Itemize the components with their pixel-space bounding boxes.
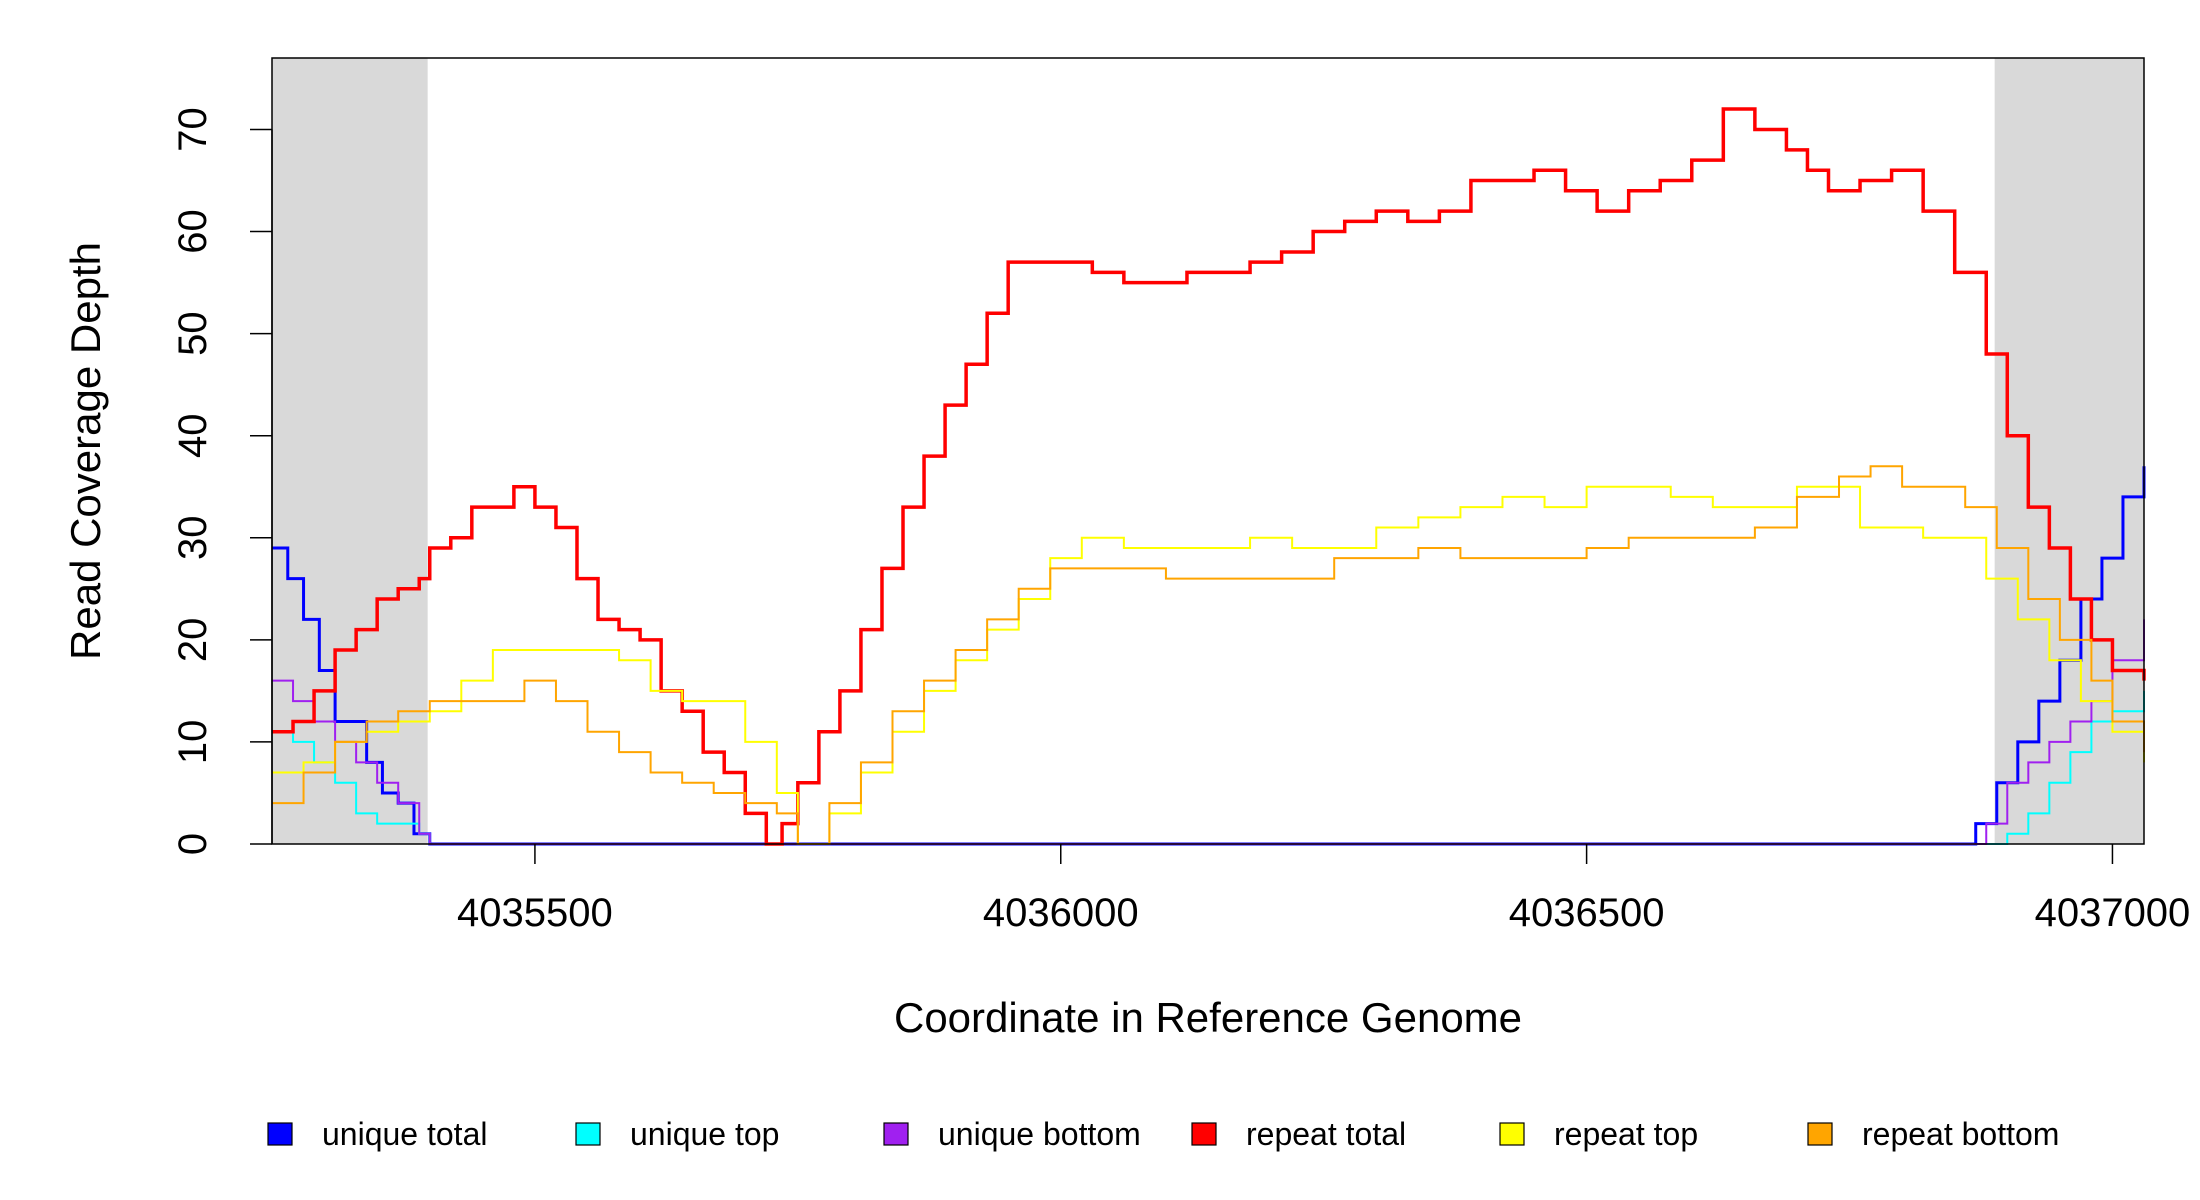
legend-item-unique-total: unique total	[267, 1116, 487, 1152]
legend-swatch	[1499, 1122, 1525, 1146]
y-tick-label: 20	[171, 618, 215, 663]
legend-label: repeat bottom	[1862, 1116, 2059, 1152]
x-tick-label: 4036000	[983, 891, 1139, 935]
y-tick-label: 0	[171, 833, 215, 855]
shaded-region-0	[272, 58, 428, 844]
x-tick-label: 4035500	[457, 891, 613, 935]
series-lines	[272, 107, 2146, 846]
series-line-repeat-top	[272, 485, 2145, 845]
legend-label: unique bottom	[938, 1116, 1141, 1152]
legend-item-repeat-top: repeat top	[1499, 1116, 1698, 1152]
y-tick-label: 50	[171, 311, 215, 356]
series-line-unique-total	[272, 466, 2146, 846]
legend-label: unique top	[630, 1116, 779, 1152]
y-axis-title: Read Coverage Depth	[62, 242, 109, 660]
legend-label: repeat top	[1554, 1116, 1698, 1152]
y-axis: 0 10 20 30 40 50 60 70	[171, 107, 273, 855]
series-line-repeat-bottom	[272, 465, 2145, 845]
y-tick-label: 40	[171, 413, 215, 458]
plot-frame	[271, 57, 2145, 845]
legend: unique total unique top unique bottom repea…	[267, 1116, 2059, 1152]
legend-swatch	[267, 1122, 293, 1146]
series-line-repeat-total	[272, 107, 2146, 846]
x-tick-label: 4036500	[1509, 891, 1665, 935]
legend-swatch	[1807, 1122, 1833, 1146]
shaded-regions	[272, 58, 2144, 844]
y-tick-label: 10	[171, 720, 215, 765]
series-line-unique-top	[272, 690, 2145, 845]
legend-swatch	[883, 1122, 909, 1146]
legend-label: repeat total	[1246, 1116, 1406, 1152]
x-tick-label: 4037000	[2035, 891, 2191, 935]
legend-item-unique-top: unique top	[575, 1116, 779, 1152]
y-tick-label: 30	[171, 516, 215, 561]
x-axis-title: Coordinate in Reference Genome	[894, 994, 1522, 1041]
y-tick-label: 60	[171, 209, 215, 254]
shaded-region-1	[1994, 58, 2144, 844]
legend-swatch	[1191, 1122, 1217, 1146]
series-line-unique-bottom	[272, 619, 2145, 845]
legend-item-repeat-total: repeat total	[1191, 1116, 1406, 1152]
legend-label: unique total	[322, 1116, 487, 1152]
y-tick-label: 70	[171, 107, 215, 152]
x-axis: 4035500 4036000 4036500 4037000	[457, 844, 2190, 935]
legend-item-unique-bottom: unique bottom	[883, 1116, 1141, 1152]
legend-item-repeat-bottom: repeat bottom	[1807, 1116, 2059, 1152]
legend-swatch	[575, 1122, 601, 1146]
